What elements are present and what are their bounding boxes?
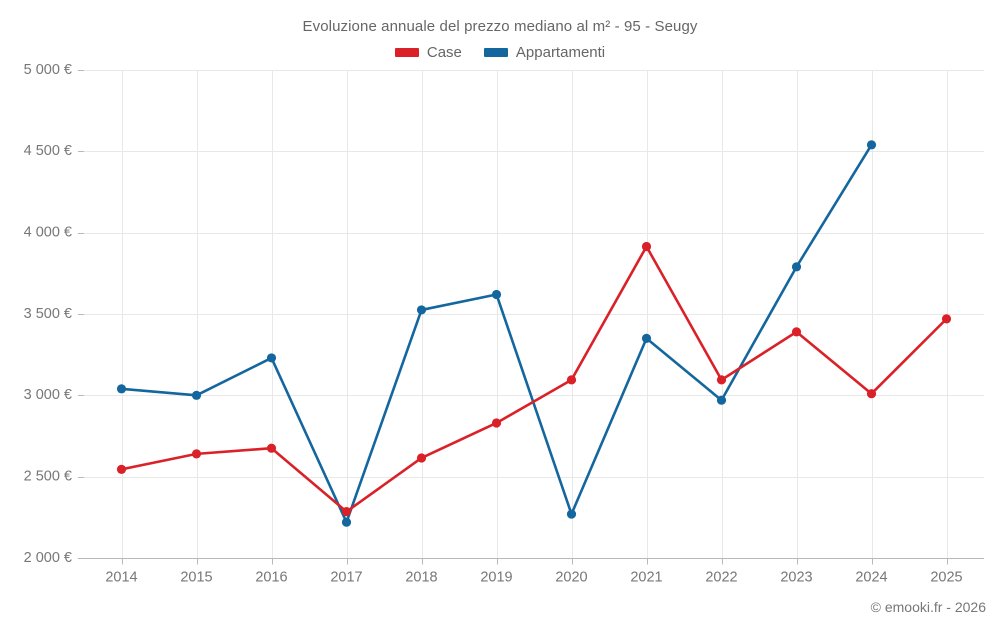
- data-series: [116, 140, 952, 527]
- legend-swatch-case: [394, 48, 419, 57]
- data-point-case[interactable]: [941, 314, 952, 324]
- x-tick-label: 2022: [705, 570, 737, 586]
- data-point-appartamenti[interactable]: [491, 289, 502, 300]
- chart-legend: Case Appartamenti: [0, 44, 1000, 61]
- y-tick-label: 2 500 €: [24, 468, 72, 484]
- data-point-case[interactable]: [116, 464, 127, 474]
- data-point-case[interactable]: [341, 507, 352, 517]
- series-line-case: [120, 245, 948, 513]
- data-point-appartamenti[interactable]: [566, 509, 577, 519]
- data-point-case[interactable]: [716, 375, 727, 385]
- data-point-appartamenti[interactable]: [716, 395, 727, 405]
- x-tick-label: 2021: [630, 570, 662, 586]
- series-line-appartamenti: [120, 143, 873, 524]
- x-tick-label: 2020: [555, 570, 587, 586]
- x-tick-label: 2014: [105, 570, 137, 586]
- x-tick-label: 2019: [480, 570, 512, 586]
- chart-title: Evoluzione annuale del prezzo mediano al…: [302, 18, 698, 35]
- data-point-appartamenti[interactable]: [791, 262, 802, 272]
- y-tick-label: 3 000 €: [24, 387, 72, 403]
- grid-lines: [84, 70, 984, 559]
- data-point-appartamenti[interactable]: [341, 517, 352, 527]
- data-point-case[interactable]: [791, 327, 802, 337]
- data-point-appartamenti[interactable]: [416, 305, 427, 315]
- x-axis-tick-labels: 2014 2015 2016 2017 2018 2019 2020 2021 2022 2023…: [105, 570, 962, 586]
- footer-copyright: © emooki.fr - 2026: [870, 599, 986, 615]
- y-tick-label: 5 000 €: [24, 62, 72, 78]
- data-point-appartamenti[interactable]: [191, 390, 202, 400]
- data-point-case[interactable]: [491, 418, 502, 428]
- legend-label-case: Case: [426, 44, 462, 61]
- x-tick-label: 2024: [855, 570, 887, 586]
- data-point-case[interactable]: [566, 375, 577, 385]
- data-point-case[interactable]: [641, 241, 652, 252]
- x-tick-label: 2015: [180, 570, 212, 586]
- data-point-appartamenti[interactable]: [266, 353, 277, 363]
- x-tick-label: 2016: [255, 570, 287, 586]
- data-point-case[interactable]: [191, 449, 202, 459]
- data-point-appartamenti[interactable]: [641, 333, 652, 343]
- data-point-case[interactable]: [866, 389, 877, 399]
- x-tick-label: 2023: [780, 570, 812, 586]
- legend-label-appartamenti: Appartamenti: [515, 44, 606, 61]
- data-point-case[interactable]: [266, 443, 277, 453]
- y-tick-label: 2 000 €: [24, 550, 72, 566]
- legend-swatch-appartamenti: [483, 48, 508, 57]
- y-tick-label: 3 500 €: [24, 306, 72, 322]
- x-tick-label: 2018: [405, 570, 437, 586]
- y-tick-label: 4 500 €: [24, 143, 72, 159]
- legend-item-appartamenti[interactable]: Appartamenti: [483, 44, 606, 61]
- x-tick-label: 2025: [930, 570, 962, 586]
- x-tick-label: 2017: [330, 570, 362, 586]
- data-point-appartamenti[interactable]: [866, 140, 877, 150]
- legend-item-case[interactable]: Case: [394, 44, 462, 61]
- y-tick-label: 4 000 €: [24, 224, 72, 240]
- y-axis-tick-labels: 2 000 € 2 500 € 3 000 € 3 500 € 4 000 € 4 500…: [24, 62, 72, 566]
- data-point-appartamenti[interactable]: [116, 384, 127, 394]
- data-point-case[interactable]: [416, 453, 427, 463]
- axes: [78, 70, 984, 565]
